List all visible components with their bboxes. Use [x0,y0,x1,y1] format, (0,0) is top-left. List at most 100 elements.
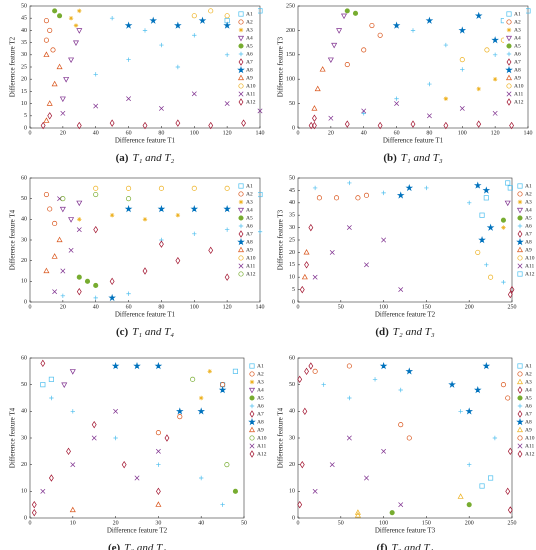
legend-marker [517,371,523,377]
data-point [482,186,491,194]
x-tick-label: 0 [297,304,300,310]
data-point [191,13,197,19]
legend-marker [238,58,244,66]
data-point [458,26,467,34]
legend-label: A1 [257,363,264,369]
data-point [43,51,50,57]
data-point [486,223,495,231]
data-point [405,367,414,375]
legend-label: A3 [525,379,532,385]
legend-marker [516,426,524,433]
data-point [111,362,120,370]
data-point [77,8,82,14]
legend-label: A10 [257,435,267,441]
data-point [220,502,225,507]
x-tick-label: 150 [422,304,431,310]
data-point [218,386,227,394]
data-point [509,121,514,130]
data-point [478,236,486,244]
legend-marker [238,191,244,197]
y-tick-label: 10 [21,101,27,107]
legend-marker [517,410,523,418]
legend-label: A12 [514,99,524,105]
data-point [410,28,416,33]
x-axis-label: Difference feature T1 [115,137,176,145]
legend-label: A8 [246,67,253,73]
x-axis-label: Difference feature T2 [107,527,168,535]
data-point [66,447,71,456]
legend-label: A10 [525,435,535,441]
legend-marker [517,386,523,394]
data-point [302,407,308,416]
y-tick-label: 50 [289,101,295,107]
data-point [142,217,148,222]
data-point [224,273,230,281]
x-axis-label: Difference feature T1 [383,137,444,145]
legend-label: A8 [246,239,253,245]
legend-label: A3 [246,199,253,205]
legend-marker [517,199,523,205]
x-tick-label: 250 [508,520,517,526]
data-point [340,13,348,20]
x-tick-label: 50 [338,304,344,310]
data-point [43,117,50,123]
x-tick-label: 0 [29,130,32,136]
data-point [113,408,119,414]
data-point [91,420,97,429]
legend-marker [517,255,523,261]
legend-label: A12 [257,451,267,457]
caption-text: T₁ and T₂ [132,152,174,164]
y-tick-label: 10 [21,279,27,285]
legend-marker [238,43,244,49]
y-tick-label: 0 [24,515,27,521]
y-tick-label: 10 [289,489,295,495]
data-point [40,121,46,130]
data-point [50,47,56,53]
data-point [344,120,350,128]
legend-marker [249,435,255,441]
data-point [484,47,490,53]
y-tick-label: 150 [286,52,295,58]
data-point [346,225,352,231]
data-point [308,223,314,232]
y-tick-label: 40 [289,409,295,415]
y-tick-label: 0 [24,299,27,305]
caption-label: (d) [375,326,389,338]
data-point [142,121,148,130]
y-tick-label: 60 [21,355,27,361]
legend-label: A8 [514,67,521,73]
legend-label: A3 [246,27,253,33]
legend-marker [517,395,523,401]
data-point [398,287,404,293]
data-point [199,475,204,481]
data-point [126,291,131,296]
legend-label: A5 [246,43,253,49]
caption: (d) T₂ and T₃ [375,326,435,338]
data-point [500,217,506,223]
legend-label: A10 [246,255,256,261]
data-point [312,488,318,494]
data-point [142,267,148,275]
y-tick-label: 5 [292,287,295,293]
legend-marker [517,363,523,369]
x-tick-label: 100 [458,130,467,136]
data-point [369,22,375,29]
x-tick-label: 120 [491,130,500,136]
legend-label: A5 [246,215,253,221]
data-point [336,28,343,34]
data-point [501,225,506,230]
data-point [331,42,338,49]
legend-marker [237,74,245,81]
data-point [507,185,513,191]
data-point [48,376,54,382]
data-point [76,274,82,280]
data-point [191,185,197,191]
data-point [159,42,164,48]
data-point [467,200,472,205]
data-point [427,81,432,87]
data-point [316,195,322,201]
x-tick-label: 150 [422,520,431,526]
x-tick-label: 50 [338,520,344,526]
y-tick-label: 25 [289,237,295,243]
legend-label: A7 [525,411,532,417]
